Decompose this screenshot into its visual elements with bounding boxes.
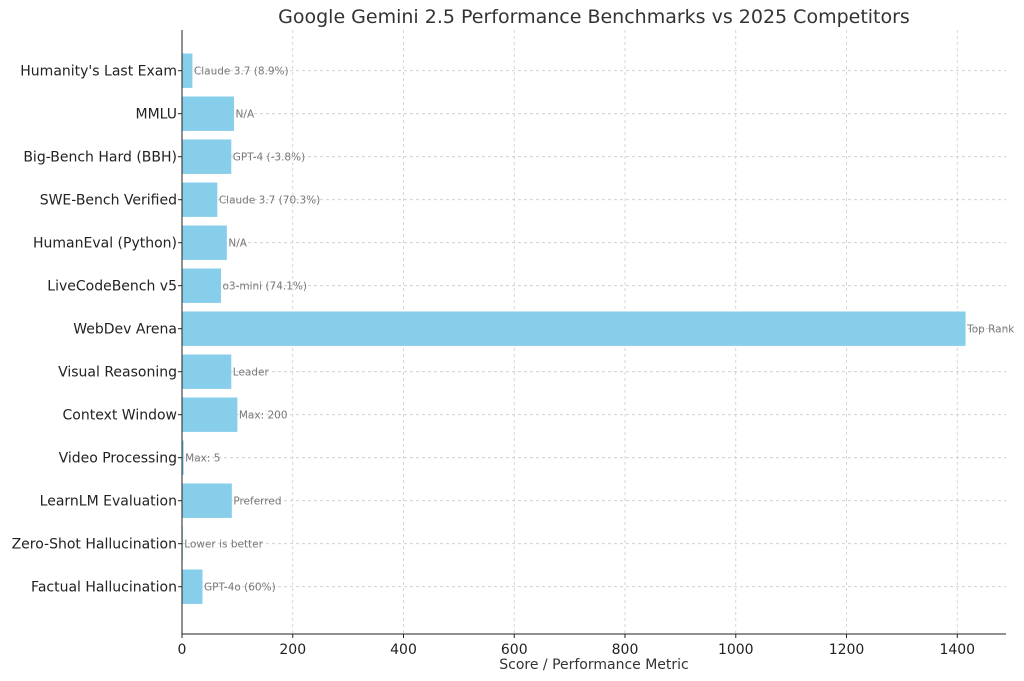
x-tick-labels: 0 200 400 600 800 1000 1200 1400 bbox=[178, 634, 975, 658]
bar bbox=[182, 139, 232, 174]
chart-title: Google Gemini 2.5 Performance Benchmarks… bbox=[278, 6, 910, 28]
x-tick-label: 0 bbox=[178, 642, 187, 658]
bar-annotations: Claude 3.7 (8.9%) N/A GPT-4 (-3.8%) Claude … bbox=[184, 66, 1015, 594]
x-tick-label: 600 bbox=[501, 642, 528, 658]
bar bbox=[182, 53, 193, 88]
bar-annotation: N/A bbox=[228, 238, 247, 250]
category-label: Video Processing bbox=[59, 451, 177, 467]
bar bbox=[182, 569, 203, 604]
bar bbox=[182, 440, 184, 475]
x-tick-label: 400 bbox=[390, 642, 417, 658]
bar-annotation: GPT-4o (60%) bbox=[204, 582, 276, 594]
x-tick-label: 1400 bbox=[939, 642, 975, 658]
x-tick-label: 200 bbox=[279, 642, 306, 658]
bar bbox=[182, 182, 218, 217]
bar-annotation: Max: 5 bbox=[185, 453, 220, 465]
bar bbox=[182, 268, 221, 303]
bar-annotation: Max: 200 bbox=[239, 410, 288, 422]
category-label: MMLU bbox=[135, 107, 177, 123]
category-label: WebDev Arena bbox=[73, 322, 177, 338]
x-tick-label: 1000 bbox=[718, 642, 754, 658]
category-labels: Humanity's Last Exam MMLU Big-Bench Hard (… bbox=[12, 64, 182, 596]
bar bbox=[182, 96, 235, 131]
x-axis-label: Score / Performance Metric bbox=[499, 657, 689, 673]
bar bbox=[182, 354, 232, 389]
bar bbox=[182, 225, 227, 260]
bar-annotation: o3-mini (74.1%) bbox=[222, 281, 306, 293]
category-label: Context Window bbox=[63, 408, 178, 424]
bars bbox=[182, 53, 966, 604]
bar-annotation: Claude 3.7 (70.3%) bbox=[219, 195, 320, 207]
bar bbox=[182, 311, 966, 346]
x-tick-label: 1200 bbox=[829, 642, 865, 658]
category-label: LiveCodeBench v5 bbox=[47, 279, 177, 295]
bar-annotation: Leader bbox=[233, 367, 270, 379]
category-label: Big-Bench Hard (BBH) bbox=[23, 150, 177, 166]
category-label: HumanEval (Python) bbox=[33, 236, 177, 252]
category-label: SWE-Bench Verified bbox=[40, 193, 177, 209]
bar-annotation: Claude 3.7 (8.9%) bbox=[194, 66, 289, 78]
category-label: Zero-Shot Hallucination bbox=[12, 537, 177, 553]
bar-annotation: Lower is better bbox=[184, 539, 263, 551]
category-label: Humanity's Last Exam bbox=[20, 64, 177, 80]
category-label: LearnLM Evaluation bbox=[40, 494, 177, 510]
category-label: Visual Reasoning bbox=[58, 365, 177, 381]
bar-annotation: GPT-4 (-3.8%) bbox=[233, 152, 305, 164]
bar-annotation: Preferred bbox=[233, 496, 281, 508]
bar-annotation: N/A bbox=[236, 109, 255, 121]
x-tick-label: 800 bbox=[612, 642, 639, 658]
bar bbox=[182, 397, 238, 432]
bar-annotation: Top Rank bbox=[966, 324, 1015, 336]
category-label: Factual Hallucination bbox=[31, 580, 177, 596]
bar bbox=[182, 483, 232, 518]
